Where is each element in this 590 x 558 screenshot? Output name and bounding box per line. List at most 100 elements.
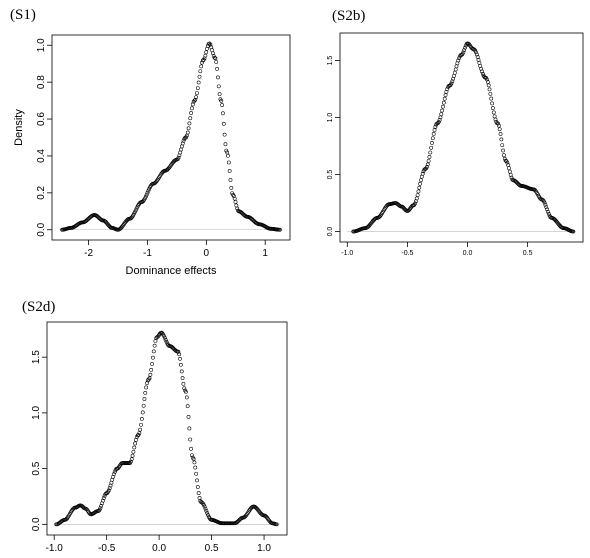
density-point [143, 194, 148, 199]
density-point [178, 362, 183, 367]
density-point [141, 403, 146, 408]
x-tick-label: -0.5 [98, 543, 116, 554]
y-tick-label: 0.0 [36, 222, 47, 236]
density-point [234, 203, 239, 208]
density-point [106, 488, 111, 493]
density-point [201, 503, 206, 507]
density-point [160, 331, 165, 336]
x-tick-label: 0.5 [523, 250, 533, 257]
density-point [440, 108, 445, 113]
density-point [545, 207, 549, 212]
density-point [200, 60, 204, 65]
density-point [149, 367, 154, 372]
density-point [540, 198, 545, 202]
density-point [176, 155, 181, 160]
y-tick-label: 1.5 [327, 56, 334, 66]
density-point [505, 160, 510, 165]
density-point [431, 131, 436, 136]
x-tick-label: -1 [143, 248, 152, 259]
y-tick-label: 1.5 [31, 350, 42, 364]
density-point [186, 126, 191, 131]
plot-frame [339, 32, 584, 243]
density-point [507, 166, 511, 171]
density-point [181, 138, 186, 143]
plot-panel-1: -1.0 -0.5 0.0 0.5 0.0 0.5 1.0 1.5 [327, 32, 584, 257]
density-point [136, 433, 141, 437]
density-point [204, 50, 209, 55]
density-point [198, 69, 203, 74]
density-point [432, 128, 437, 132]
density-point [189, 453, 194, 458]
density-point [496, 121, 500, 126]
plot-panel-0: -2 -1 0 1 0.0 0.2 0.4 0.6 0.8 1.0 Dominance effect… [13, 34, 291, 277]
density-point [425, 162, 430, 167]
plot-panel-2: -1.0 -0.5 0.0 0.5 1.0 0.0 0.5 1.0 1.5 [31, 321, 288, 554]
y-tick-label: 0.2 [36, 185, 47, 199]
density-point [415, 193, 420, 197]
density-point [196, 491, 201, 495]
density-point [185, 130, 190, 135]
panel-label-s2d: (S2d) [22, 299, 56, 315]
density-point [543, 202, 548, 207]
density-point [132, 445, 137, 450]
density-point [133, 441, 138, 446]
density-point [490, 101, 494, 106]
density-point [184, 389, 188, 394]
density-point [164, 339, 169, 344]
density-point [143, 390, 148, 395]
density-point [441, 104, 445, 109]
density-point [101, 496, 106, 500]
density-point [194, 471, 199, 476]
density-point [437, 118, 442, 122]
density-point [221, 111, 225, 116]
density-point [225, 150, 230, 155]
density-point [188, 116, 193, 121]
density-point [430, 141, 434, 145]
density-point [152, 343, 157, 348]
density-point [441, 100, 446, 105]
density-point [427, 155, 432, 159]
y-tick-label: 1.0 [31, 406, 42, 420]
x-tick-label: 0 [204, 248, 210, 259]
density-point [450, 79, 455, 84]
density-point [226, 153, 230, 158]
density-point [195, 478, 199, 483]
density-point [190, 106, 194, 111]
density-point [188, 437, 193, 442]
density-point [137, 431, 142, 436]
density-point [196, 80, 201, 85]
density-point [151, 355, 155, 360]
density-point [180, 141, 185, 146]
density-point [420, 171, 425, 176]
y-tick-label: 1.0 [36, 38, 47, 52]
density-point [274, 522, 279, 527]
density-point [544, 205, 549, 209]
density-point [509, 175, 514, 180]
density-point [193, 97, 198, 102]
density-point [203, 506, 208, 511]
density-point [417, 185, 422, 190]
density-point [425, 165, 429, 169]
density-point [130, 453, 135, 458]
density-point [140, 410, 145, 415]
y-tick-label: 0.6 [36, 112, 47, 126]
density-point [179, 147, 183, 152]
density-point [454, 64, 459, 69]
density-point [464, 42, 469, 46]
density-point [129, 457, 134, 462]
density-point [187, 426, 192, 431]
density-point [148, 372, 153, 377]
x-tick-label: -1.0 [46, 543, 64, 554]
density-point [224, 148, 229, 153]
density-point [480, 71, 485, 76]
density-point [217, 92, 222, 97]
y-tick-label: 0.0 [31, 517, 42, 531]
x-tick-label: 0.0 [152, 543, 166, 554]
y-tick-label: 1.0 [327, 113, 334, 123]
density-point [426, 159, 431, 163]
density-point [139, 422, 143, 427]
y-tick-label: 0.4 [36, 149, 47, 163]
density-point [474, 52, 479, 57]
density-point [429, 145, 434, 150]
density-point [452, 70, 457, 75]
